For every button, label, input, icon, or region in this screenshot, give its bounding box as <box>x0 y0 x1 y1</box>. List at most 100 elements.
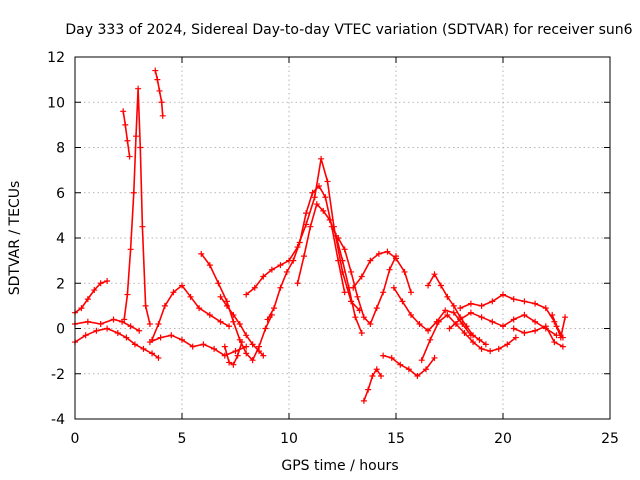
data-point <box>114 330 121 337</box>
x-tick-label: 20 <box>494 431 512 447</box>
series-track-e <box>146 332 250 359</box>
data-point <box>262 325 269 332</box>
data-point <box>551 339 558 346</box>
data-point <box>418 357 425 364</box>
data-point <box>467 309 474 316</box>
x-tick-label: 10 <box>280 431 298 447</box>
data-point <box>120 108 127 115</box>
data-point <box>84 296 91 303</box>
series-track-h <box>221 339 245 368</box>
data-point <box>211 345 218 352</box>
series-line <box>352 250 412 294</box>
series-line <box>122 110 131 158</box>
data-point <box>206 262 213 269</box>
data-point <box>431 354 438 361</box>
data-point <box>532 318 539 325</box>
data-point <box>425 327 432 334</box>
data-point <box>217 318 224 325</box>
series-track-d <box>149 282 233 343</box>
data-point <box>243 343 250 350</box>
data-point <box>478 345 485 352</box>
data-point <box>397 361 404 368</box>
data-point <box>324 178 331 185</box>
data-layer <box>72 67 569 404</box>
series-line <box>200 253 273 362</box>
data-point <box>236 320 243 327</box>
data-point <box>422 366 429 373</box>
data-point <box>97 320 104 327</box>
series-line <box>337 237 397 325</box>
data-point <box>124 291 131 298</box>
y-tick-label: 4 <box>56 231 65 247</box>
data-point <box>335 235 342 241</box>
data-point <box>158 99 165 106</box>
data-point <box>450 302 457 309</box>
data-point <box>110 316 117 323</box>
data-point <box>512 334 519 341</box>
x-tick-label: 15 <box>387 431 405 447</box>
data-point <box>444 311 451 318</box>
data-point <box>137 144 144 151</box>
series-line <box>149 334 247 357</box>
series-track-j <box>264 182 348 323</box>
data-point <box>390 284 397 291</box>
data-point <box>393 255 399 262</box>
data-point <box>296 239 303 246</box>
data-point <box>230 311 237 318</box>
data-point <box>358 273 365 280</box>
data-point <box>407 289 414 296</box>
data-point <box>146 339 153 346</box>
data-point <box>482 341 489 348</box>
data-point <box>435 318 442 325</box>
data-point <box>348 268 355 275</box>
data-point <box>521 330 528 337</box>
data-point <box>154 76 161 83</box>
y-tick-label: 2 <box>56 276 65 292</box>
series-track-r <box>425 271 489 348</box>
y-tick-label: -4 <box>51 412 65 428</box>
data-point <box>431 271 438 278</box>
data-point <box>124 137 131 144</box>
series-line <box>382 354 436 377</box>
data-point <box>131 341 138 348</box>
axes-ticks: 0 5 10 15 20 25 -4 -2 0 2 4 6 8 10 12 <box>47 50 619 447</box>
data-point <box>320 207 327 214</box>
data-point <box>206 311 213 318</box>
chart-title: Day 333 of 2024, Sidereal Day-to-day VTE… <box>65 22 632 38</box>
data-point <box>300 253 307 260</box>
data-point <box>350 284 357 291</box>
data-point <box>232 348 239 355</box>
data-point <box>93 327 100 334</box>
series-track-s <box>457 291 566 341</box>
series-track-m <box>350 248 414 296</box>
data-point <box>91 287 98 294</box>
data-point <box>170 289 177 296</box>
data-point <box>161 302 168 309</box>
series-line <box>151 284 230 341</box>
data-point <box>553 332 560 339</box>
series-line <box>551 314 566 339</box>
data-point <box>249 341 256 348</box>
data-point <box>478 302 485 309</box>
series-track-o <box>380 352 438 380</box>
data-point <box>217 293 224 300</box>
series-line <box>427 273 487 346</box>
data-point <box>427 336 434 343</box>
data-point <box>500 291 506 298</box>
data-point <box>234 352 241 359</box>
data-point <box>360 397 367 404</box>
data-point <box>463 323 470 330</box>
data-point <box>358 330 365 337</box>
data-point <box>277 284 284 291</box>
data-point <box>243 350 250 357</box>
data-point <box>311 194 318 201</box>
grid <box>75 57 610 419</box>
series-track-c <box>72 316 143 334</box>
x-tick-label: 25 <box>601 431 619 447</box>
data-point <box>489 298 496 305</box>
data-point <box>290 257 297 264</box>
data-point <box>532 300 539 307</box>
data-point <box>339 257 346 264</box>
data-point <box>399 298 406 305</box>
data-point <box>123 334 130 341</box>
